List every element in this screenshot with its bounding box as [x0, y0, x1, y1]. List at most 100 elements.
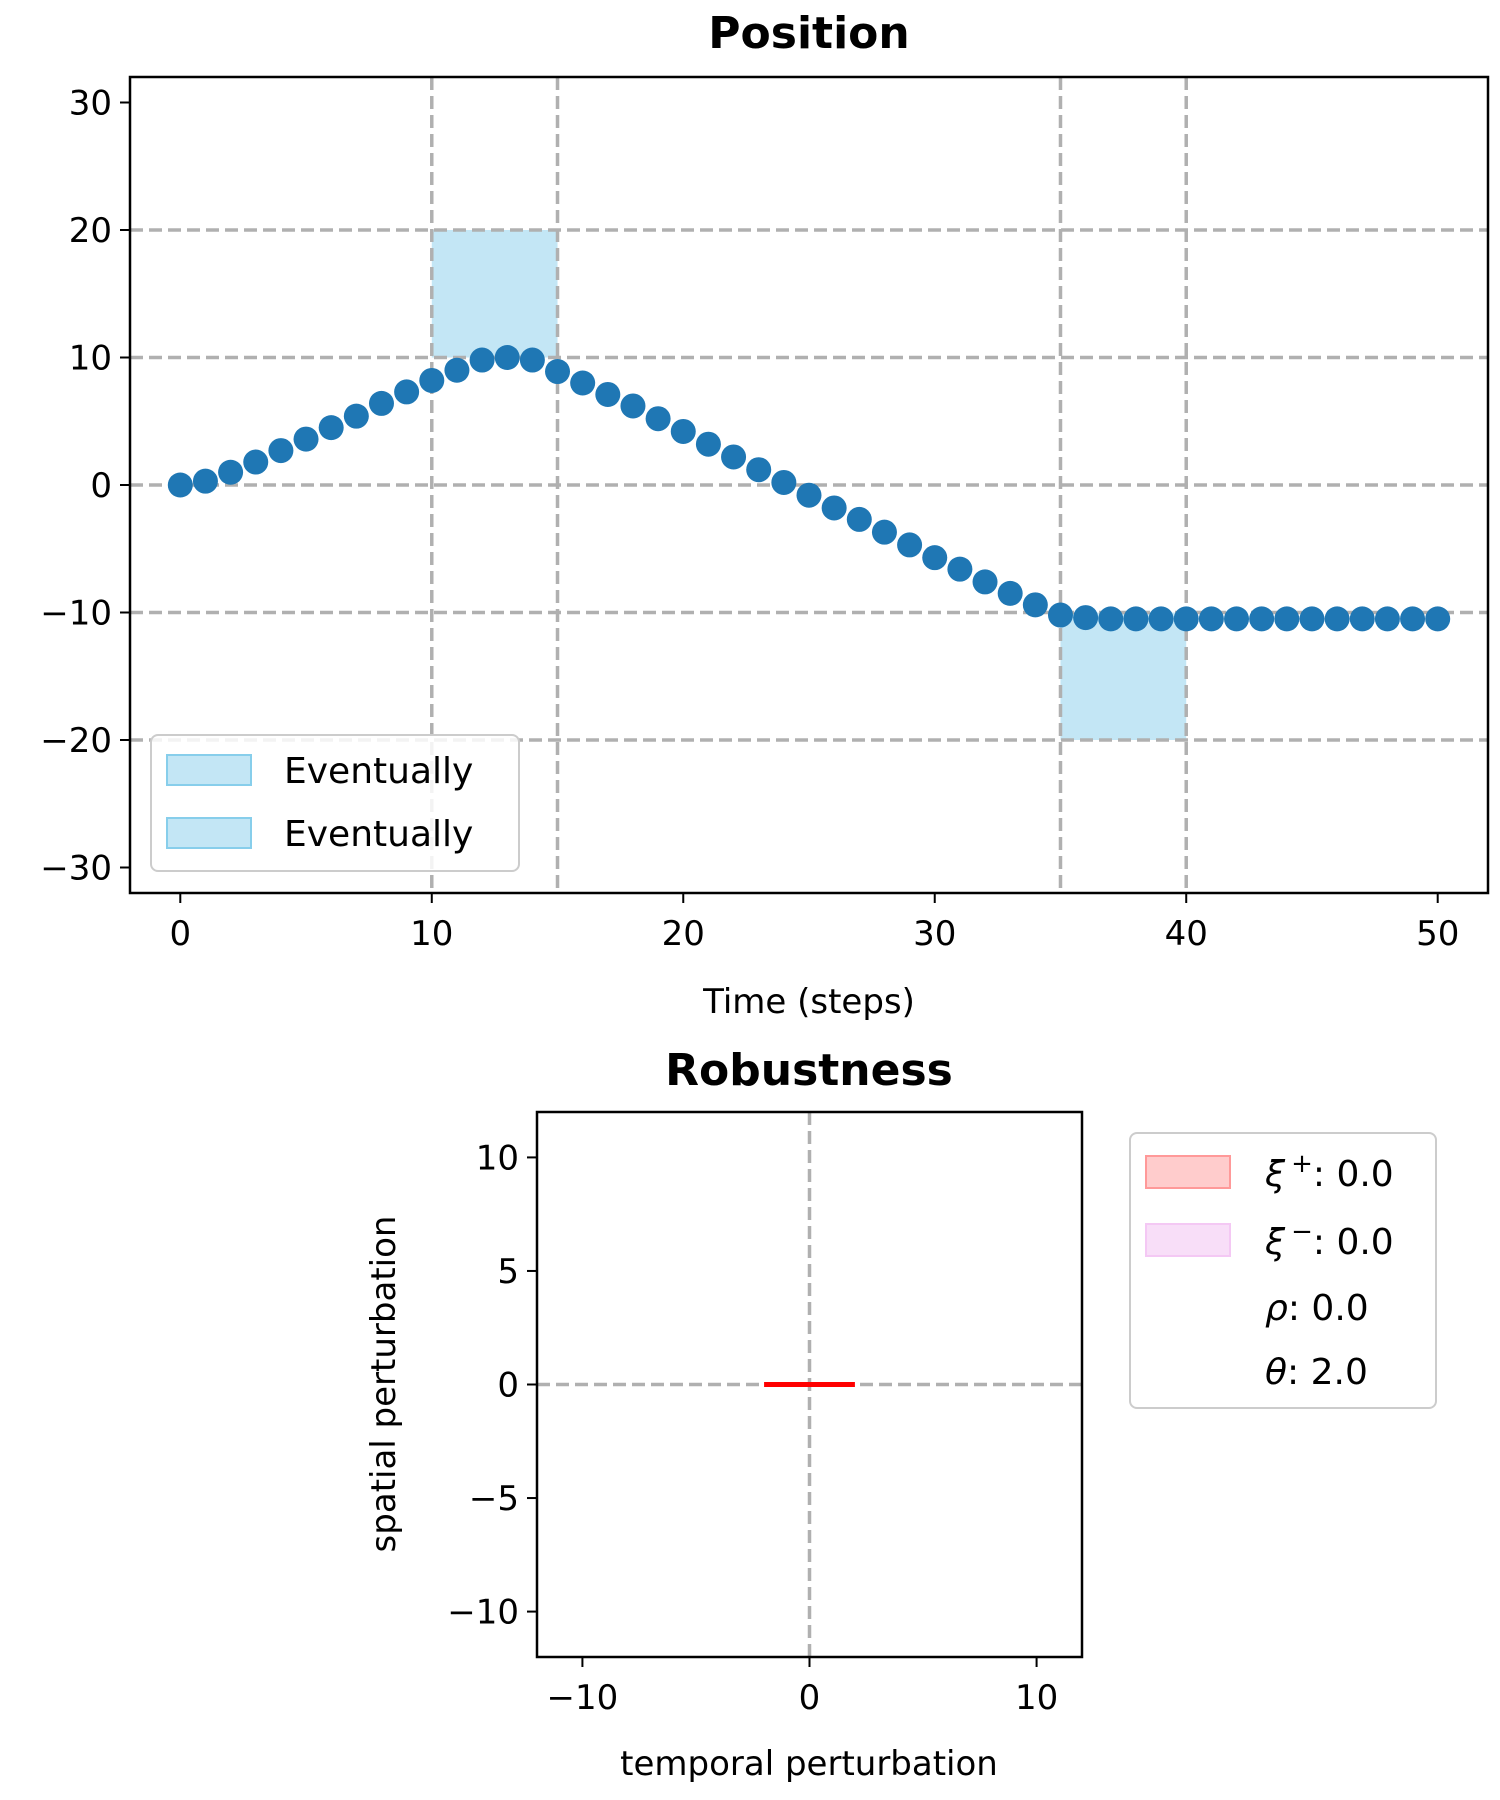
y-tick-label: −5 — [469, 1479, 519, 1519]
data-point — [469, 347, 495, 373]
y-tick-label: 5 — [497, 1252, 519, 1292]
data-point — [218, 459, 244, 485]
position-xlabel: Time (steps) — [702, 982, 915, 1022]
x-tick-label: 10 — [410, 914, 453, 954]
position-ticks: 0 10 20 30 40 50 −30 −20 −10 0 10 20 30 — [40, 84, 1459, 955]
robustness-title: Robustness — [665, 1045, 953, 1096]
data-point — [645, 406, 671, 432]
data-point — [444, 357, 470, 383]
position-title: Position — [708, 8, 909, 59]
x-tick-label: 0 — [799, 1678, 821, 1718]
robustness-legend-box — [1129, 1132, 1437, 1409]
data-point — [167, 472, 193, 498]
data-point — [897, 532, 923, 558]
data-point — [1425, 606, 1451, 632]
x-tick-label: 30 — [913, 914, 956, 954]
data-point — [746, 457, 772, 483]
legend-swatch-xi-minus — [1145, 1223, 1231, 1257]
position-plot-frame — [128, 75, 1490, 895]
data-point — [922, 545, 948, 571]
data-point — [293, 426, 319, 452]
robustness-xlabel: temporal perturbation — [620, 1744, 998, 1784]
data-point — [871, 519, 897, 545]
legend-label-rho: ρ: 0.0 — [1265, 1288, 1369, 1329]
data-point — [545, 359, 571, 385]
y-tick-label: −10 — [40, 594, 112, 634]
data-point — [268, 438, 294, 464]
x-tick-label: 10 — [1015, 1678, 1058, 1718]
data-point — [695, 431, 721, 457]
position-legend: Eventually Eventually — [150, 734, 520, 872]
data-point — [419, 367, 445, 393]
data-point — [1400, 606, 1426, 632]
data-point — [570, 370, 596, 396]
legend-label-theta: θ: 2.0 — [1265, 1352, 1368, 1393]
robustness-plot-frame — [535, 1110, 1084, 1659]
robustness-legend: ξ +: 0.0 ξ −: 0.0 ρ: 0.0 θ: 2.0 — [1129, 1132, 1437, 1409]
legend-swatch-eventually-2 — [166, 817, 252, 849]
data-point — [368, 390, 394, 416]
eventually-region-1 — [431, 230, 558, 358]
x-tick-label: 0 — [169, 914, 191, 954]
data-point — [670, 418, 696, 444]
data-point — [1073, 605, 1099, 631]
data-point — [1148, 606, 1174, 632]
data-point — [997, 580, 1023, 606]
y-tick-label: −10 — [447, 1593, 519, 1633]
data-point — [1299, 606, 1325, 632]
robustness-ticks: −10 0 10 −10 −5 0 5 10 — [447, 1138, 1058, 1718]
data-point — [519, 347, 545, 373]
data-point — [595, 381, 621, 407]
x-tick-label: 20 — [662, 914, 705, 954]
data-point — [1098, 606, 1124, 632]
x-tick-label: −10 — [547, 1678, 619, 1718]
position-points — [167, 345, 1451, 632]
data-point — [243, 449, 269, 475]
data-point — [1022, 592, 1048, 618]
eventually-region-2 — [1060, 612, 1187, 740]
robustness-ylabel: spatial perturbation — [364, 1216, 404, 1553]
y-tick-label: −30 — [40, 849, 112, 889]
x-tick-label: 50 — [1416, 914, 1459, 954]
data-point — [1324, 606, 1350, 632]
data-point — [796, 482, 822, 508]
legend-label-xi-plus: ξ +: 0.0 — [1264, 1149, 1394, 1195]
y-tick-label: −20 — [40, 721, 112, 761]
data-point — [846, 506, 872, 532]
x-tick-label: 40 — [1165, 914, 1208, 954]
data-point — [947, 556, 973, 582]
data-point — [721, 444, 747, 470]
data-point — [1374, 606, 1400, 632]
data-point — [1047, 602, 1073, 628]
legend-label-eventually-1: Eventually — [284, 751, 473, 792]
data-point — [494, 345, 520, 370]
data-point — [972, 569, 998, 595]
data-point — [1198, 606, 1224, 632]
robustness-chart: Robustness −10 0 10 −10 −5 0 5 10 temporal pert… — [364, 1045, 1437, 1784]
data-point — [1224, 606, 1250, 632]
y-tick-label: 30 — [69, 84, 112, 124]
legend-swatch-eventually-1 — [166, 754, 252, 786]
y-tick-label: 10 — [476, 1138, 519, 1178]
legend-label-xi-minus: ξ −: 0.0 — [1264, 1217, 1394, 1263]
position-chart: Position 0 10 20 30 40 50 −30 −20 −10 0 10 20 30 Tim… — [40, 8, 1490, 1022]
data-point — [1349, 606, 1375, 632]
y-tick-label: 20 — [69, 211, 112, 251]
data-point — [620, 393, 646, 419]
data-point — [1123, 606, 1149, 632]
y-tick-label: 0 — [497, 1366, 519, 1406]
y-tick-label: 10 — [69, 339, 112, 379]
data-point — [1274, 606, 1300, 632]
data-point — [1249, 606, 1275, 632]
data-point — [771, 469, 797, 495]
data-point — [192, 468, 218, 494]
data-point — [343, 403, 369, 429]
legend-swatch-xi-plus — [1145, 1155, 1231, 1189]
data-point — [1173, 606, 1199, 632]
data-point — [318, 415, 344, 441]
data-point — [394, 379, 420, 405]
data-point — [821, 495, 847, 521]
legend-label-eventually-2: Eventually — [284, 814, 473, 855]
position-regions — [431, 230, 1187, 740]
